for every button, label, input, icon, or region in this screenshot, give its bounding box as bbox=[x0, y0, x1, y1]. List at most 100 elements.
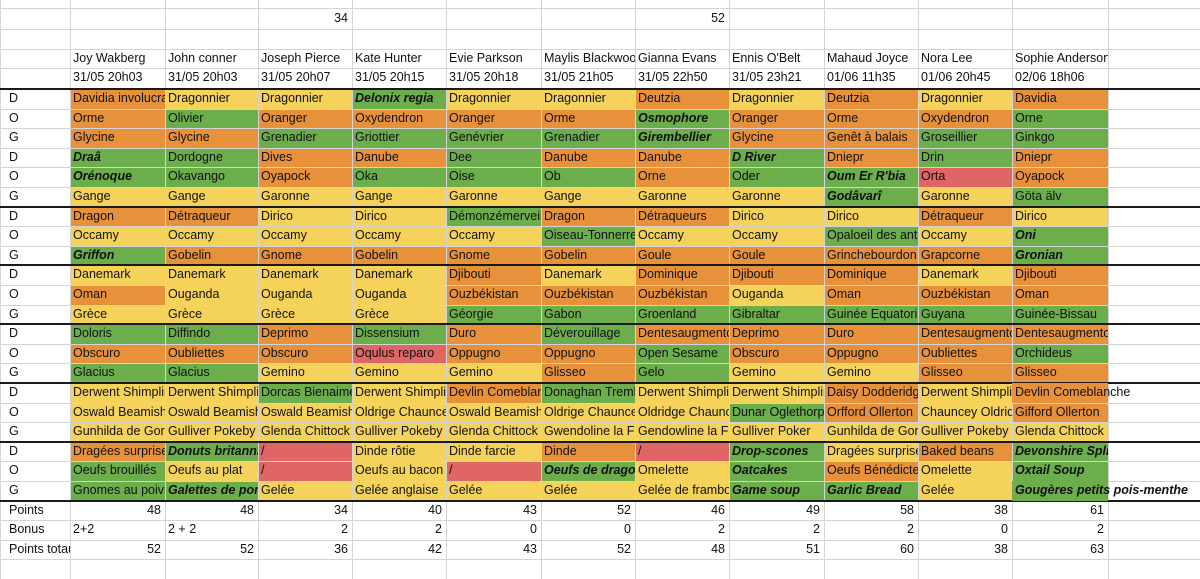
answer-cell[interactable]: Djibouti bbox=[1012, 265, 1108, 285]
answer-cell[interactable]: Game soup bbox=[729, 481, 824, 501]
answer-cell[interactable]: / bbox=[446, 461, 541, 481]
answer-cell[interactable]: Dominique bbox=[824, 265, 918, 285]
summary-value-cell[interactable]: 48 bbox=[240, 502, 254, 517]
answer-cell[interactable]: Genêt à balais bbox=[824, 128, 918, 148]
summary-value-cell[interactable]: 52 bbox=[617, 541, 631, 556]
answer-cell[interactable]: Dragonnier bbox=[258, 89, 352, 109]
answer-cell[interactable]: Glycine bbox=[165, 128, 258, 148]
answer-cell[interactable]: Godâvarî bbox=[824, 187, 918, 207]
answer-cell[interactable]: Garonne bbox=[258, 187, 352, 207]
answer-cell[interactable]: Oppugno bbox=[446, 343, 541, 364]
answer-cell[interactable]: Gelée bbox=[541, 481, 635, 501]
answer-cell[interactable]: Orme bbox=[824, 108, 918, 129]
answer-cell[interactable]: Davidia bbox=[1012, 89, 1108, 109]
answer-cell[interactable]: Dragon bbox=[70, 206, 165, 227]
player-name-header[interactable]: Maylis Blackwood bbox=[544, 51, 635, 65]
answer-cell[interactable]: Gelée de framboise bbox=[635, 481, 729, 501]
answer-cell[interactable]: Oldrige Chauncey bbox=[541, 402, 635, 423]
answer-cell[interactable]: Drin bbox=[918, 147, 1012, 168]
answer-cell[interactable]: Obscuro bbox=[729, 343, 824, 364]
answer-cell[interactable]: Obscuro bbox=[258, 343, 352, 364]
answer-cell[interactable]: Oranger bbox=[729, 108, 824, 129]
summary-value-cell[interactable]: 40 bbox=[428, 502, 442, 517]
summary-value-cell[interactable]: 2 bbox=[341, 522, 348, 537]
summary-value-cell[interactable]: 52 bbox=[240, 541, 254, 556]
summary-value-cell[interactable]: 38 bbox=[994, 502, 1008, 517]
answer-cell[interactable]: Occamy bbox=[70, 226, 165, 246]
answer-cell[interactable]: Garonne bbox=[446, 187, 541, 207]
summary-value-cell[interactable]: 2 bbox=[1097, 522, 1104, 537]
answer-cell[interactable]: Glycine bbox=[729, 128, 824, 148]
answer-cell[interactable]: Oyapock bbox=[258, 167, 352, 187]
answer-cell[interactable]: Gemino bbox=[729, 363, 824, 383]
answer-cell[interactable]: Dunar Oglethorpe bbox=[729, 402, 824, 423]
answer-cell[interactable]: Glenda Chittock bbox=[1012, 422, 1108, 442]
answer-cell[interactable]: Devlin Comeblanche bbox=[446, 383, 541, 403]
top-value-cell[interactable] bbox=[1012, 9, 1108, 28]
answer-cell[interactable]: Gibraltar bbox=[729, 304, 824, 325]
answer-cell[interactable]: Dissensium bbox=[352, 324, 446, 344]
answer-cell[interactable]: Oyapock bbox=[1012, 167, 1108, 187]
answer-cell[interactable]: Groenland bbox=[635, 304, 729, 325]
answer-cell[interactable]: Orénoque bbox=[70, 167, 165, 187]
top-partial-cell[interactable] bbox=[541, 0, 635, 6]
summary-value-cell[interactable]: 51 bbox=[806, 541, 820, 556]
answer-cell[interactable]: Gange bbox=[70, 187, 165, 207]
answer-cell[interactable]: Oswald Beamish bbox=[165, 402, 258, 423]
answer-cell[interactable]: Ouzbékistan bbox=[541, 285, 635, 305]
answer-cell[interactable]: Démonzémerveille bbox=[446, 206, 541, 227]
answer-cell[interactable]: Oldridge Chauncey bbox=[635, 402, 729, 423]
answer-cell[interactable]: Dirico bbox=[352, 206, 446, 227]
player-date-header[interactable]: 02/06 18h06 bbox=[1015, 70, 1085, 84]
summary-value-cell[interactable]: 2 bbox=[907, 522, 914, 537]
answer-cell[interactable]: Deutzia bbox=[635, 89, 729, 109]
answer-cell[interactable]: Grenadier bbox=[541, 128, 635, 148]
answer-cell[interactable]: Girembellier bbox=[635, 128, 729, 148]
answer-cell[interactable]: Gwendoline la Fantasque bbox=[541, 422, 635, 442]
summary-value-cell[interactable]: 43 bbox=[523, 502, 537, 517]
answer-cell[interactable]: Oman bbox=[1012, 285, 1108, 305]
top-partial-cell[interactable] bbox=[918, 0, 1012, 6]
answer-cell[interactable]: Goule bbox=[729, 245, 824, 266]
answer-cell[interactable]: Galettes de pommes bbox=[165, 481, 258, 501]
top-value-cell[interactable] bbox=[918, 9, 1012, 28]
top-value-cell[interactable]: 34 bbox=[334, 11, 348, 25]
answer-cell[interactable]: Oman bbox=[70, 285, 165, 305]
answer-cell[interactable]: Garonne bbox=[918, 187, 1012, 207]
answer-cell[interactable]: Gobelin bbox=[165, 245, 258, 266]
answer-cell[interactable]: Glisseo bbox=[541, 363, 635, 383]
answer-cell[interactable]: Garonne bbox=[729, 187, 824, 207]
answer-cell[interactable]: Ouzbékistan bbox=[635, 285, 729, 305]
answer-cell[interactable]: Dee bbox=[446, 147, 541, 168]
summary-value-cell[interactable]: 34 bbox=[334, 502, 348, 517]
answer-cell[interactable]: Garlic Bread bbox=[824, 481, 918, 501]
answer-cell[interactable]: Oxydendron bbox=[352, 108, 446, 129]
answer-cell[interactable]: Danube bbox=[352, 147, 446, 168]
answer-cell[interactable]: Danemark bbox=[352, 265, 446, 285]
answer-cell[interactable]: Deprimo bbox=[729, 324, 824, 344]
player-name-header[interactable]: John conner bbox=[168, 51, 237, 65]
answer-cell[interactable]: Gelo bbox=[635, 363, 729, 383]
player-date-header[interactable]: 31/05 20h07 bbox=[261, 70, 331, 84]
answer-cell[interactable]: Oxydendron bbox=[918, 108, 1012, 129]
player-date-header[interactable]: 31/05 21h05 bbox=[544, 70, 614, 84]
row-label[interactable]: G bbox=[9, 365, 19, 380]
answer-cell[interactable]: Griffon bbox=[70, 245, 165, 266]
answer-cell[interactable]: Gelée bbox=[446, 481, 541, 501]
answer-cell[interactable]: Göta älv bbox=[1012, 187, 1108, 207]
answer-cell[interactable]: Gnomes au poivre bbox=[70, 481, 165, 501]
answer-cell[interactable]: Derwent Shimpling bbox=[729, 383, 824, 403]
summary-label[interactable]: Bonus bbox=[9, 522, 45, 537]
player-date-header[interactable]: 31/05 20h18 bbox=[449, 70, 519, 84]
answer-cell[interactable]: Goule bbox=[635, 245, 729, 266]
answer-cell[interactable]: Danube bbox=[541, 147, 635, 168]
row-label[interactable]: G bbox=[9, 483, 19, 497]
answer-cell[interactable]: Gange bbox=[541, 187, 635, 207]
answer-cell[interactable]: Groseillier bbox=[918, 128, 1012, 148]
answer-cell[interactable]: Gelée bbox=[258, 481, 352, 501]
summary-value-cell[interactable]: 2+2 bbox=[73, 522, 95, 537]
top-value-cell[interactable]: 52 bbox=[711, 11, 725, 25]
answer-cell[interactable]: Danemark bbox=[70, 265, 165, 285]
answer-cell[interactable]: Derwent Shimpling bbox=[70, 383, 165, 403]
top-value-cell[interactable] bbox=[70, 9, 165, 28]
